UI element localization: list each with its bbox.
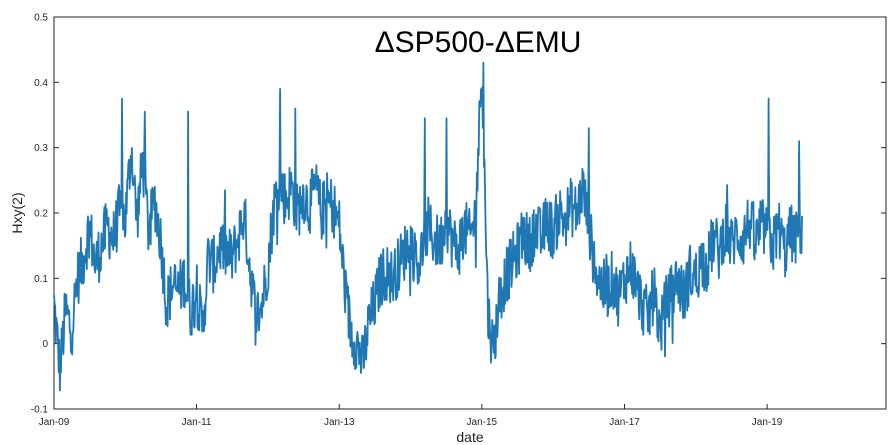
- chart-title: ΔSP500-ΔEMU: [375, 26, 582, 59]
- y-tick-label: 0: [42, 339, 48, 350]
- y-tick-label: 0.5: [34, 13, 48, 24]
- x-tick-label: Jan-17: [609, 417, 640, 428]
- series-line: [53, 61, 803, 392]
- y-tick-label: -0.1: [31, 405, 49, 416]
- x-tick-label: Jan-19: [752, 417, 783, 428]
- y-tick-label: 0.3: [34, 143, 48, 154]
- y-tick-label: 0.4: [34, 78, 48, 89]
- y-tick-label: 0.2: [34, 209, 48, 220]
- x-tick-label: Jan-15: [467, 417, 498, 428]
- x-axis: Jan-09 Jan-11 Jan-13 Jan-15 Jan-17 Jan-19: [39, 404, 783, 428]
- x-tick-label: Jan-11: [182, 417, 212, 428]
- y-axis: -0.1 0 0.1 0.2 0.3 0.4 0.5: [31, 13, 886, 416]
- x-axis-title: date: [456, 429, 483, 445]
- y-axis-title: Hxy(2): [9, 192, 25, 233]
- series-layer: [53, 61, 803, 392]
- x-tick-label: Jan-13: [324, 417, 355, 428]
- x-tick-label: Jan-09: [39, 417, 70, 428]
- y-tick-label: 0.1: [34, 274, 48, 285]
